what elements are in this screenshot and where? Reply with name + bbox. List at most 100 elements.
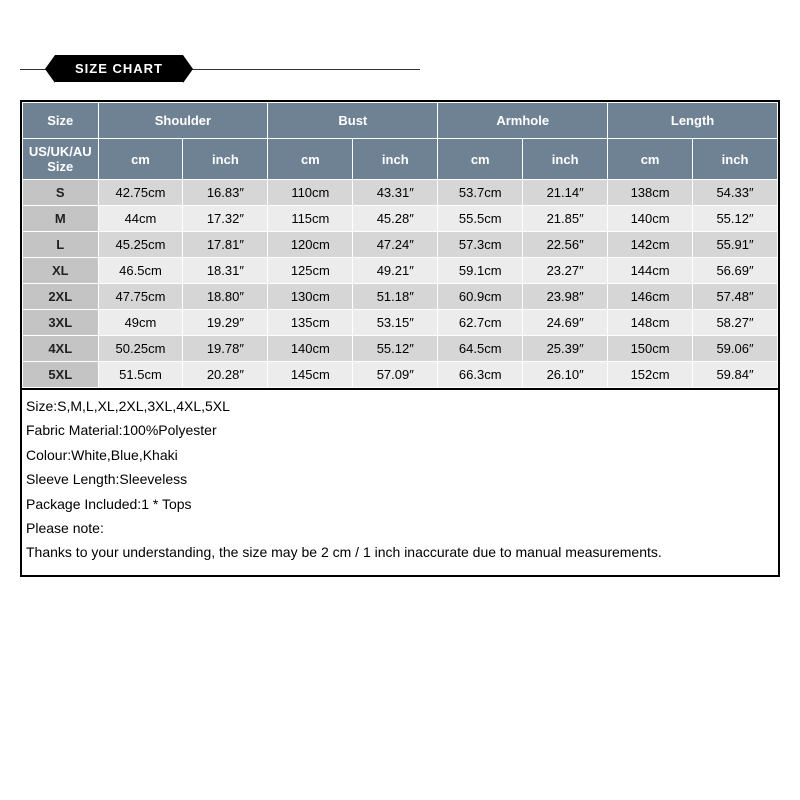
cell-value: 140cm xyxy=(268,336,353,362)
cell-value: 53.15″ xyxy=(353,310,438,336)
cell-value: 42.75cm xyxy=(98,180,183,206)
cell-value: 110cm xyxy=(268,180,353,206)
note-line: Please note: xyxy=(26,516,774,540)
cell-value: 57.3cm xyxy=(438,232,523,258)
cell-value: 47.75cm xyxy=(98,284,183,310)
cell-value: 62.7cm xyxy=(438,310,523,336)
col-subheader-size: US/UK/AUSize xyxy=(23,139,99,180)
cell-value: 58.27″ xyxy=(693,310,778,336)
note-line: Fabric Material:100%Polyester xyxy=(26,418,774,442)
col-header-group: Bust xyxy=(268,103,438,139)
col-header-group: Shoulder xyxy=(98,103,268,139)
cell-value: 43.31″ xyxy=(353,180,438,206)
table-row: 2XL47.75cm18.80″130cm51.18″60.9cm23.98″1… xyxy=(23,284,778,310)
cell-value: 23.98″ xyxy=(523,284,608,310)
cell-value: 17.32″ xyxy=(183,206,268,232)
cell-value: 135cm xyxy=(268,310,353,336)
banner-title: SIZE CHART xyxy=(55,55,183,82)
cell-value: 18.80″ xyxy=(183,284,268,310)
col-subheader-unit: cm xyxy=(268,139,353,180)
table-header-units: US/UK/AUSizecminchcminchcminchcminch xyxy=(23,139,778,180)
cell-value: 144cm xyxy=(608,258,693,284)
cell-value: 53.7cm xyxy=(438,180,523,206)
product-notes: Size:S,M,L,XL,2XL,3XL,4XL,5XLFabric Mate… xyxy=(22,388,778,575)
table-row: XL46.5cm18.31″125cm49.21″59.1cm23.27″144… xyxy=(23,258,778,284)
cell-value: 146cm xyxy=(608,284,693,310)
cell-value: 145cm xyxy=(268,362,353,388)
cell-value: 55.12″ xyxy=(353,336,438,362)
cell-value: 26.10″ xyxy=(523,362,608,388)
cell-value: 17.81″ xyxy=(183,232,268,258)
cell-value: 115cm xyxy=(268,206,353,232)
cell-size: S xyxy=(23,180,99,206)
col-header-group: Length xyxy=(608,103,778,139)
col-subheader-unit: inch xyxy=(183,139,268,180)
note-line: Size:S,M,L,XL,2XL,3XL,4XL,5XL xyxy=(26,394,774,418)
cell-value: 148cm xyxy=(608,310,693,336)
cell-value: 138cm xyxy=(608,180,693,206)
cell-value: 125cm xyxy=(268,258,353,284)
cell-value: 49cm xyxy=(98,310,183,336)
cell-value: 142cm xyxy=(608,232,693,258)
cell-value: 55.5cm xyxy=(438,206,523,232)
col-header-size: Size xyxy=(23,103,99,139)
cell-size: 3XL xyxy=(23,310,99,336)
table-header-groups: SizeShoulderBustArmholeLength xyxy=(23,103,778,139)
table-row: M44cm17.32″115cm45.28″55.5cm21.85″140cm5… xyxy=(23,206,778,232)
table-row: 4XL50.25cm19.78″140cm55.12″64.5cm25.39″1… xyxy=(23,336,778,362)
cell-value: 18.31″ xyxy=(183,258,268,284)
cell-value: 21.14″ xyxy=(523,180,608,206)
cell-value: 56.69″ xyxy=(693,258,778,284)
cell-value: 120cm xyxy=(268,232,353,258)
cell-value: 51.18″ xyxy=(353,284,438,310)
cell-value: 59.1cm xyxy=(438,258,523,284)
size-chart-banner: SIZE CHART xyxy=(20,55,780,82)
cell-value: 24.69″ xyxy=(523,310,608,336)
cell-value: 47.24″ xyxy=(353,232,438,258)
cell-value: 54.33″ xyxy=(693,180,778,206)
note-line: Colour:White,Blue,Khaki xyxy=(26,443,774,467)
col-subheader-unit: cm xyxy=(438,139,523,180)
size-chart-panel: SizeShoulderBustArmholeLength US/UK/AUSi… xyxy=(20,100,780,577)
cell-value: 20.28″ xyxy=(183,362,268,388)
col-header-group: Armhole xyxy=(438,103,608,139)
cell-value: 152cm xyxy=(608,362,693,388)
cell-value: 57.48″ xyxy=(693,284,778,310)
cell-value: 55.91″ xyxy=(693,232,778,258)
cell-value: 19.29″ xyxy=(183,310,268,336)
cell-value: 44cm xyxy=(98,206,183,232)
cell-value: 16.83″ xyxy=(183,180,268,206)
cell-value: 59.84″ xyxy=(693,362,778,388)
note-line: Thanks to your understanding, the size m… xyxy=(26,540,774,564)
col-subheader-unit: inch xyxy=(523,139,608,180)
note-line: Sleeve Length:Sleeveless xyxy=(26,467,774,491)
table-row: 5XL51.5cm20.28″145cm57.09″66.3cm26.10″15… xyxy=(23,362,778,388)
cell-value: 140cm xyxy=(608,206,693,232)
cell-value: 22.56″ xyxy=(523,232,608,258)
cell-size: 2XL xyxy=(23,284,99,310)
col-subheader-unit: inch xyxy=(693,139,778,180)
cell-value: 25.39″ xyxy=(523,336,608,362)
cell-value: 45.25cm xyxy=(98,232,183,258)
cell-value: 51.5cm xyxy=(98,362,183,388)
cell-value: 49.21″ xyxy=(353,258,438,284)
col-subheader-unit: cm xyxy=(98,139,183,180)
cell-value: 64.5cm xyxy=(438,336,523,362)
table-row: 3XL49cm19.29″135cm53.15″62.7cm24.69″148c… xyxy=(23,310,778,336)
cell-size: 5XL xyxy=(23,362,99,388)
cell-value: 23.27″ xyxy=(523,258,608,284)
cell-size: L xyxy=(23,232,99,258)
cell-value: 50.25cm xyxy=(98,336,183,362)
size-table: SizeShoulderBustArmholeLength US/UK/AUSi… xyxy=(22,102,778,388)
table-row: S42.75cm16.83″110cm43.31″53.7cm21.14″138… xyxy=(23,180,778,206)
cell-value: 59.06″ xyxy=(693,336,778,362)
cell-size: XL xyxy=(23,258,99,284)
cell-value: 57.09″ xyxy=(353,362,438,388)
cell-value: 150cm xyxy=(608,336,693,362)
cell-value: 45.28″ xyxy=(353,206,438,232)
table-row: L45.25cm17.81″120cm47.24″57.3cm22.56″142… xyxy=(23,232,778,258)
cell-value: 66.3cm xyxy=(438,362,523,388)
cell-size: M xyxy=(23,206,99,232)
cell-value: 21.85″ xyxy=(523,206,608,232)
cell-value: 60.9cm xyxy=(438,284,523,310)
